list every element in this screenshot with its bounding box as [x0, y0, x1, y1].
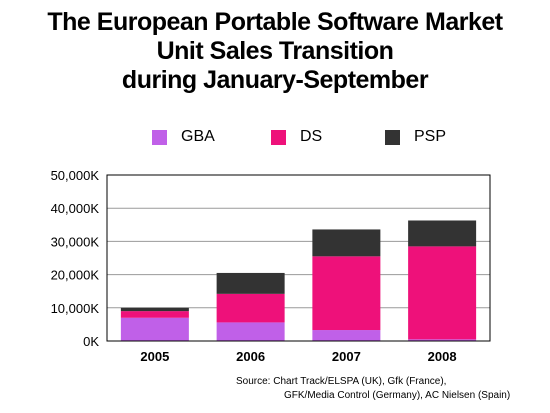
- bar-ds-2005: [120, 311, 189, 318]
- bar-gba-2008: [408, 339, 477, 341]
- bar-ds-2006: [216, 293, 285, 323]
- bar-psp-2008: [408, 220, 477, 247]
- y-tick-label: 40,000K: [51, 201, 100, 216]
- x-tick-label: 2006: [236, 349, 265, 364]
- bar-psp-2005: [120, 307, 189, 312]
- title-line-1: The European Portable Software Market: [47, 8, 503, 36]
- x-tick-label: 2008: [428, 349, 457, 364]
- source-note: Source: Chart Track/ELSPA (UK), Gfk (Fra…: [236, 375, 510, 403]
- source-line-1: Source: Chart Track/ELSPA (UK), Gfk (Fra…: [236, 376, 447, 387]
- x-tick-label: 2005: [140, 349, 169, 364]
- y-tick-label: 10,000K: [51, 301, 100, 316]
- legend-label-ds: DS: [300, 128, 323, 145]
- y-axis-ticks: 0K 10,000K 20,000K 30,000K 40,000K 50,000K: [51, 168, 100, 349]
- x-axis-ticks: 2005 2006 2007 2008: [140, 349, 456, 364]
- legend-item-psp: PSP: [385, 128, 446, 146]
- bars: [120, 220, 477, 341]
- source-line-2: GFK/Media Control (Germany), AC Nielsen …: [284, 390, 511, 401]
- legend-swatch-psp: [385, 129, 400, 145]
- legend-item-ds: DS: [271, 128, 322, 146]
- legend-label-psp: PSP: [414, 128, 447, 145]
- x-tick-label: 2007: [332, 349, 361, 364]
- legend: GBA DS PSP: [0, 128, 550, 150]
- y-tick-label: 50,000K: [51, 168, 100, 183]
- bar-gba-2005: [120, 317, 189, 341]
- bar-gba-2007: [312, 330, 381, 341]
- legend-swatch-ds: [271, 129, 286, 145]
- title-line-2: Unit Sales Transition: [156, 37, 394, 65]
- legend-swatch-gba: [152, 129, 167, 145]
- bar-gba-2006: [216, 322, 285, 341]
- legend-label-gba: GBA: [181, 128, 215, 145]
- plot-frame: [106, 174, 491, 342]
- legend-item-gba: GBA: [152, 128, 215, 146]
- bar-ds-2008: [408, 246, 477, 340]
- bar-psp-2007: [312, 229, 381, 257]
- bar-ds-2007: [312, 256, 381, 331]
- y-tick-label: 20,000K: [51, 268, 100, 283]
- y-tick-label: 30,000K: [51, 234, 100, 249]
- title-line-3: during January-September: [121, 66, 429, 94]
- chart-title: The European Portable Software Market Un…: [0, 8, 550, 95]
- y-tick-label: 0K: [83, 334, 99, 349]
- bar-psp-2006: [216, 272, 285, 294]
